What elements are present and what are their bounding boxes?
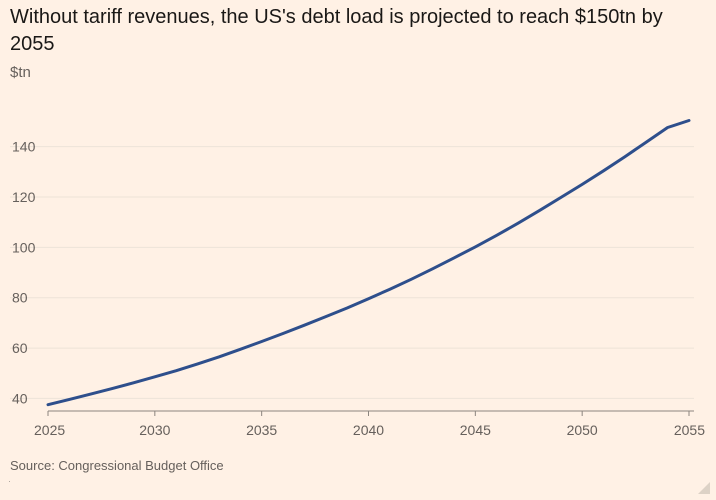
series-line-0: [46, 119, 691, 407]
x-tick-label-2050: 2050: [567, 422, 598, 438]
x-tick-label-2035: 2035: [246, 422, 277, 438]
x-tick-label-2045: 2045: [460, 422, 491, 438]
x-tick-label-2025: 2025: [34, 422, 65, 438]
x-tick-label-2040: 2040: [353, 422, 384, 438]
y-tick-label-80: 80: [12, 290, 28, 306]
y-axis-unit-label: $tn: [10, 64, 31, 81]
x-tick-label-2055: 2055: [674, 422, 705, 438]
y-tick-label-100: 100: [12, 239, 36, 255]
y-tick-label-60: 60: [12, 340, 28, 356]
y-tick-label-120: 120: [12, 189, 36, 205]
x-tick-label-2030: 2030: [139, 422, 170, 438]
source-note: Source: Congressional Budget Office: [10, 458, 224, 473]
decorative-dot: [9, 481, 10, 482]
chart-title: Without tariff revenues, the US's debt l…: [10, 6, 663, 55]
resize-corner-icon: [698, 482, 710, 494]
y-tick-label-40: 40: [12, 390, 28, 406]
y-tick-label-140: 140: [12, 139, 36, 155]
